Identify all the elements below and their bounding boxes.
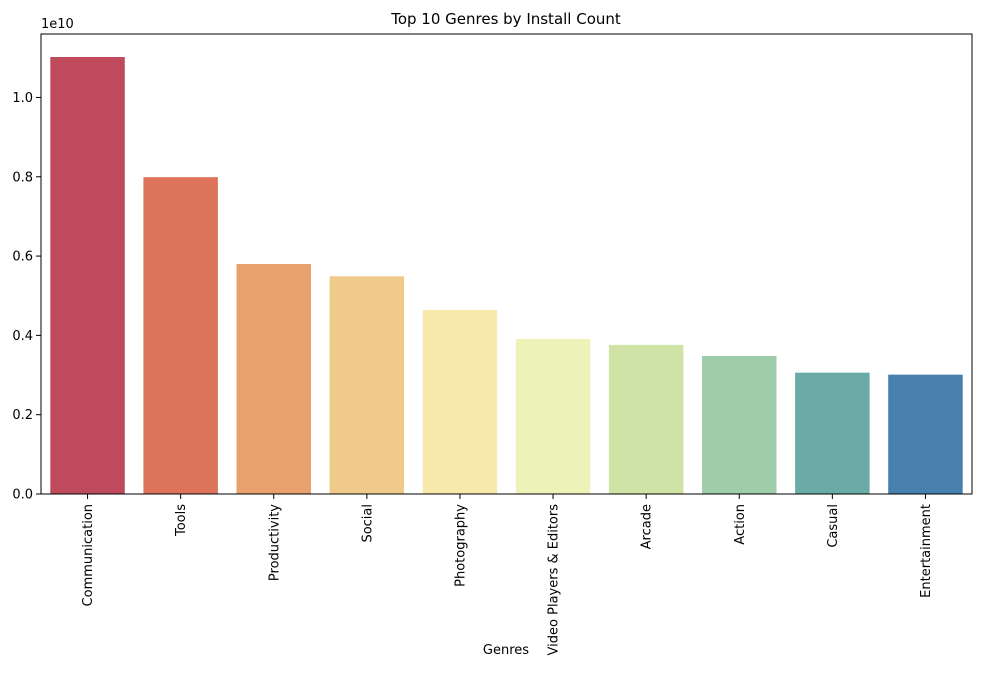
- x-tick-label: Entertainment: [919, 504, 934, 598]
- y-tick-label: 0.0: [12, 488, 33, 503]
- x-tick-label: Communication: [81, 504, 96, 606]
- x-tick-label: Tools: [174, 504, 189, 537]
- x-axis-title: Genres: [483, 643, 529, 658]
- bar-video-players-editors: [515, 338, 591, 494]
- y-tick-label: 0.8: [12, 170, 33, 185]
- bar-casual: [795, 372, 870, 494]
- y-tick-label: 0.4: [12, 329, 33, 344]
- x-tick-label: Casual: [826, 504, 841, 548]
- x-axis: Communication Tools Productivity Social Phot…: [81, 494, 934, 655]
- plot-frame: [40, 33, 973, 495]
- x-tick-label: Arcade: [640, 504, 655, 549]
- y-tick-label: 0.6: [12, 250, 33, 265]
- bar-arcade: [608, 344, 684, 494]
- x-tick-label: Productivity: [267, 504, 282, 581]
- y-tick-label: 1.0: [12, 91, 33, 106]
- y-axis: 0.0 0.2 0.4 0.6 0.8 1.0: [12, 91, 41, 503]
- x-tick-label: Photography: [453, 504, 468, 587]
- x-tick-label: Video Players & Editors: [547, 504, 562, 656]
- y-axis-offset-label: 1e10: [41, 17, 74, 32]
- bars-group: [50, 57, 963, 494]
- x-tick-label: Social: [360, 504, 375, 543]
- bar-entertainment: [888, 374, 963, 494]
- bar-social: [329, 276, 405, 494]
- chart-title: Top 10 Genres by Install Count: [390, 10, 621, 28]
- bar-tools: [143, 177, 218, 494]
- bar-communication: [50, 57, 125, 494]
- bar-photography: [422, 310, 498, 494]
- bar-productivity: [236, 264, 311, 494]
- y-tick-label: 0.2: [12, 408, 33, 423]
- bar-action: [702, 356, 777, 494]
- x-tick-label: Action: [733, 504, 748, 545]
